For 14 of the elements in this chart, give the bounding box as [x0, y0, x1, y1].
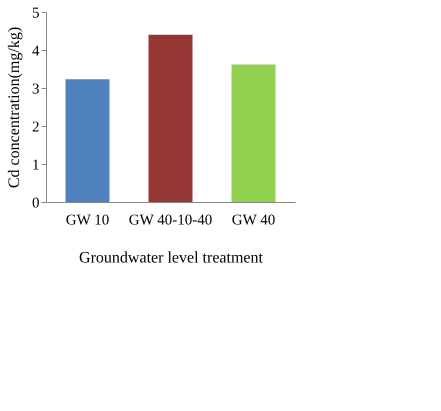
bar	[232, 64, 276, 202]
y-tick-label: 4	[32, 44, 40, 60]
y-tick-label: 5	[32, 6, 40, 22]
x-tick-label: GW 10	[66, 212, 110, 228]
y-tick-label: 3	[32, 82, 40, 98]
x-tick-label: GW 40-10-40	[128, 212, 212, 228]
y-tick-label: 2	[32, 120, 40, 136]
x-axis-title: Groundwater level treatment	[79, 250, 264, 266]
bar	[148, 34, 192, 202]
y-tick-label: 0	[32, 196, 40, 212]
bar	[66, 79, 110, 202]
y-tick-label: 1	[32, 158, 40, 174]
x-tick-label: GW 40	[232, 212, 276, 228]
y-axis-title: Cd concentration(mg/kg)	[6, 26, 23, 188]
